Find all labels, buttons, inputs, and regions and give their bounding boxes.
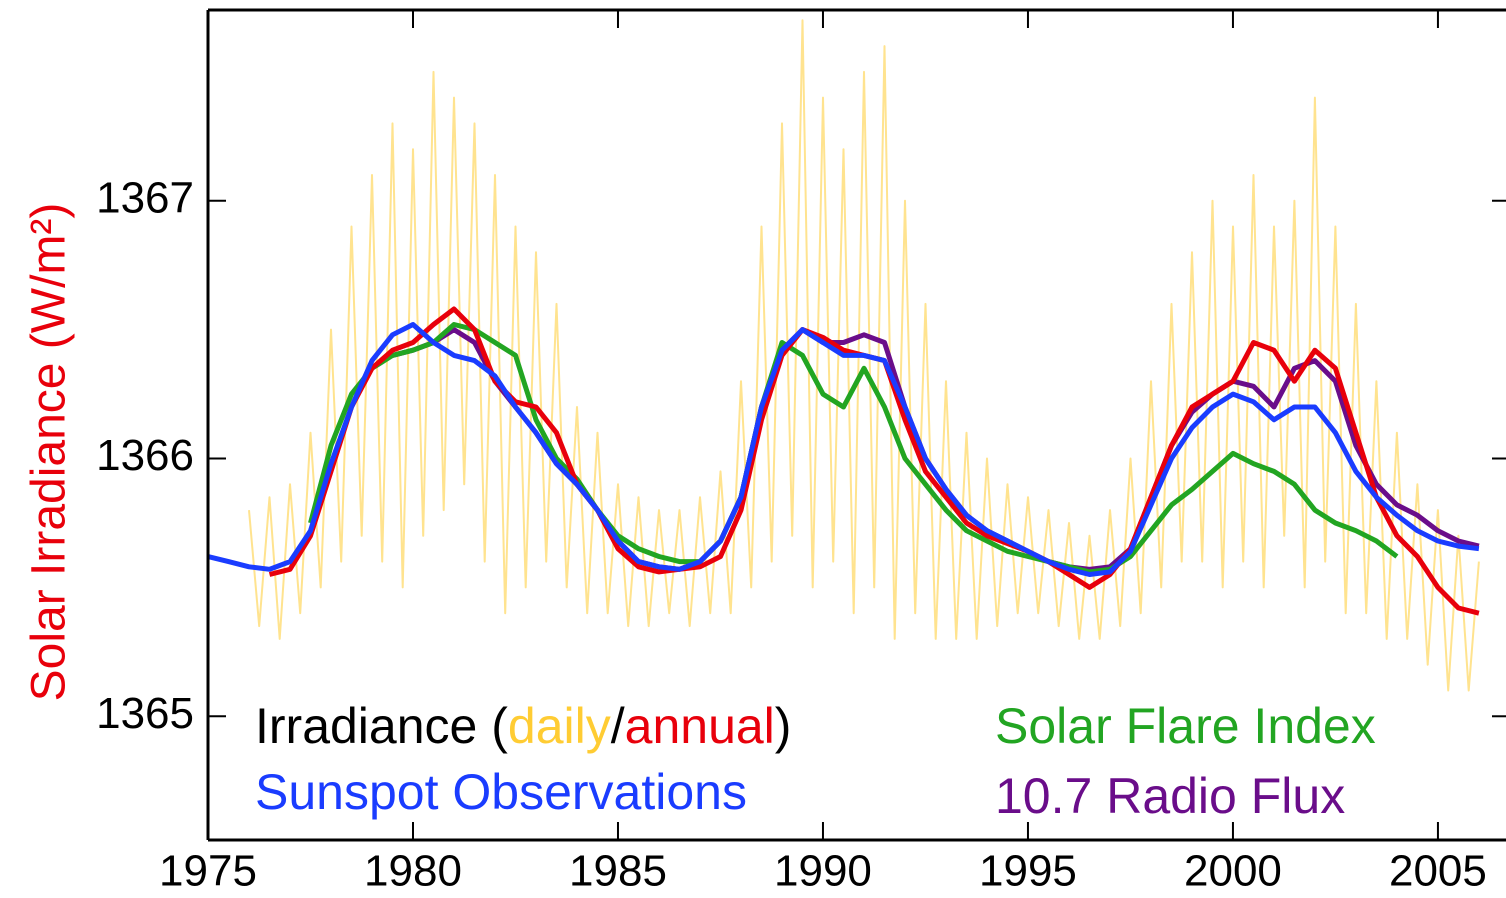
y-axis-label: Solar Irradiance (W/m²) xyxy=(23,203,76,702)
legend-entry: Solar Flare Index xyxy=(995,698,1376,754)
legend-text: ) xyxy=(775,698,792,754)
legend-entry: Irradiance (daily/annual) xyxy=(255,698,791,754)
y-tick-label: 1367 xyxy=(96,173,194,222)
legend-text: annual xyxy=(625,698,775,754)
x-tick-label: 1990 xyxy=(774,847,872,896)
legend-text: / xyxy=(611,698,625,754)
series-line xyxy=(308,322,1399,575)
series-line xyxy=(208,322,1480,577)
x-tick-label: 2000 xyxy=(1184,847,1282,896)
legend-entry: Sunspot Observations xyxy=(255,764,747,820)
plot-area xyxy=(208,19,1480,692)
series-line xyxy=(391,327,1480,572)
legend-entry: 10.7 Radio Flux xyxy=(995,768,1345,824)
x-tick-label: 1975 xyxy=(159,847,257,896)
legend-text: daily xyxy=(508,698,611,754)
x-tick-label: 2005 xyxy=(1389,847,1487,896)
legend-text: Irradiance ( xyxy=(255,698,508,754)
x-tick-label: 1985 xyxy=(569,847,667,896)
x-tick-label: 1980 xyxy=(364,847,462,896)
daily-line xyxy=(248,19,1480,692)
y-tick-label: 1366 xyxy=(96,431,194,480)
x-tick-label: 1995 xyxy=(979,847,1077,896)
y-tick-label: 1365 xyxy=(96,689,194,738)
